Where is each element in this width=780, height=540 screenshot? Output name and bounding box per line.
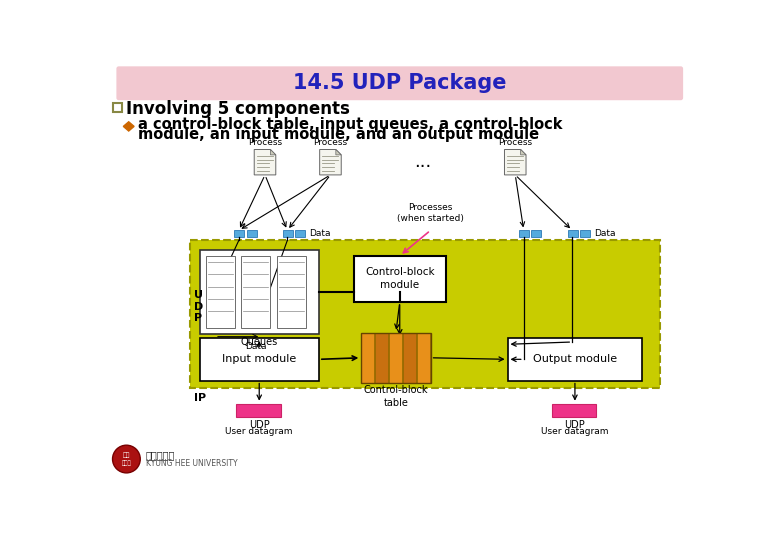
Bar <box>295 231 305 237</box>
Text: UDP: UDP <box>565 420 585 430</box>
Text: Data: Data <box>309 229 331 238</box>
Bar <box>231 343 241 350</box>
Bar <box>113 103 122 112</box>
Bar <box>508 338 642 381</box>
Text: KYUNG HEE UNIVERSITY: KYUNG HEE UNIVERSITY <box>146 459 237 468</box>
Text: Processes
(when started): Processes (when started) <box>397 202 464 222</box>
Bar <box>236 403 281 417</box>
FancyBboxPatch shape <box>116 66 683 100</box>
Text: 경희대학교: 경희대학교 <box>146 450 175 460</box>
Bar <box>200 249 319 334</box>
Bar <box>361 333 431 383</box>
Circle shape <box>112 445 140 473</box>
Bar <box>551 403 597 417</box>
Text: Data: Data <box>245 342 267 351</box>
Text: a control-block table, input queues, a control-block: a control-block table, input queues, a c… <box>138 117 562 132</box>
Text: Queues: Queues <box>240 336 278 347</box>
Polygon shape <box>123 122 134 131</box>
Polygon shape <box>320 150 341 175</box>
Bar <box>282 231 292 237</box>
Text: ...: ... <box>414 153 431 171</box>
Text: Process: Process <box>498 138 532 147</box>
Text: Control-block
table: Control-block table <box>363 385 428 408</box>
Bar <box>246 231 257 237</box>
Polygon shape <box>520 150 526 155</box>
Text: Process: Process <box>248 138 282 147</box>
Bar <box>417 333 430 383</box>
Text: 대학교: 대학교 <box>122 460 131 465</box>
Bar <box>389 333 402 383</box>
Bar <box>241 256 271 328</box>
Text: IP: IP <box>194 393 206 403</box>
Text: User datagram: User datagram <box>225 427 293 436</box>
Bar <box>206 256 235 328</box>
Bar <box>402 333 416 383</box>
Text: 경희: 경희 <box>122 453 130 458</box>
Text: User datagram: User datagram <box>541 427 608 436</box>
Text: Output module: Output module <box>533 354 617 364</box>
Bar <box>219 343 229 350</box>
Bar <box>200 338 319 381</box>
Polygon shape <box>336 150 341 155</box>
Polygon shape <box>254 150 276 175</box>
Bar <box>375 333 388 383</box>
Polygon shape <box>271 150 276 155</box>
Text: Involving 5 components: Involving 5 components <box>126 100 350 118</box>
Bar <box>277 256 306 328</box>
Bar <box>568 231 578 237</box>
Polygon shape <box>505 150 526 175</box>
Text: Data: Data <box>594 229 615 238</box>
Text: 14.5 UDP Package: 14.5 UDP Package <box>293 73 506 93</box>
Bar <box>531 231 541 237</box>
Text: UDP: UDP <box>249 420 270 430</box>
Text: Input module: Input module <box>222 354 296 364</box>
Text: Control-block
module: Control-block module <box>365 267 434 291</box>
Bar <box>580 231 590 237</box>
Text: module, an input module, and an output module: module, an input module, and an output m… <box>138 127 539 143</box>
FancyBboxPatch shape <box>190 240 660 388</box>
Bar <box>361 333 374 383</box>
Bar <box>234 231 244 237</box>
Text: U
D
P: U D P <box>194 290 204 323</box>
Bar <box>353 256 446 302</box>
Bar <box>519 231 529 237</box>
Text: Process: Process <box>314 138 348 147</box>
